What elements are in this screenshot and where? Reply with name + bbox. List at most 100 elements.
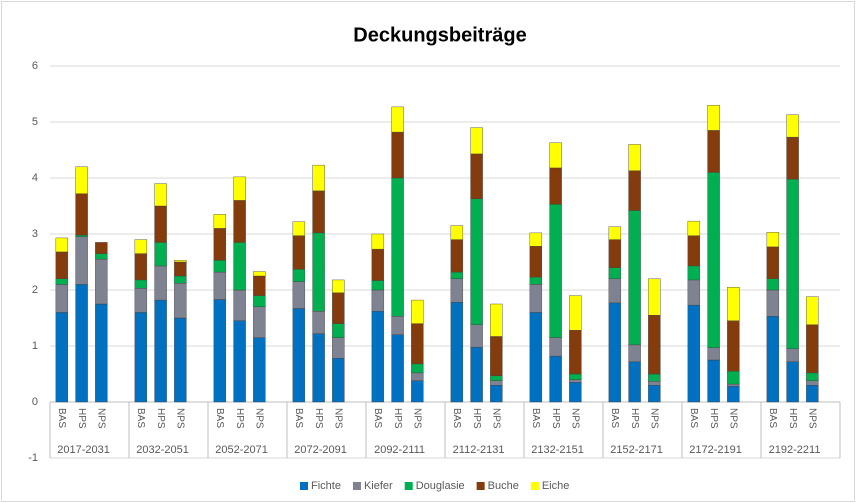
- bar-segment: [470, 153, 483, 199]
- group-label: 2032-2051: [136, 444, 189, 456]
- bar-segment: [75, 236, 88, 285]
- x-tick-label: BAS: [451, 408, 462, 428]
- bar-segment: [687, 235, 701, 267]
- bar-segment: [628, 361, 641, 403]
- bar-segment: [529, 276, 543, 285]
- bar-segment: [55, 278, 69, 285]
- bar-segment: [332, 323, 345, 338]
- x-tick-label: HPS: [155, 408, 166, 429]
- bar-segment: [786, 136, 799, 180]
- bar-segment: [806, 324, 819, 374]
- legend-label: Buche: [488, 480, 519, 492]
- bar-segment: [529, 284, 543, 313]
- bar-segment: [95, 259, 108, 305]
- bar-segment: [411, 363, 424, 374]
- bar-segment: [490, 303, 503, 337]
- bar-segment: [470, 127, 483, 155]
- x-tick-label: HPS: [76, 408, 87, 429]
- bar-segment: [687, 279, 701, 306]
- bar-segment: [312, 190, 325, 234]
- bar-segment: [75, 284, 88, 403]
- bar-segment: [55, 284, 69, 313]
- x-tick-label: HPS: [787, 408, 798, 429]
- bar-segment: [292, 281, 306, 309]
- bar-segment: [786, 114, 799, 138]
- bar-segment: [549, 337, 562, 357]
- bar-segment: [95, 303, 108, 403]
- group-label: 2192-2211: [769, 444, 821, 456]
- bar-segment: [391, 316, 404, 336]
- bar-segment: [154, 183, 167, 207]
- group-label: 2072-2091: [294, 444, 347, 456]
- bar-segment: [312, 232, 325, 312]
- bar-segment: [371, 289, 385, 312]
- x-tick-label: NPS: [175, 408, 186, 429]
- bar-segment: [490, 375, 503, 381]
- bar-segment: [549, 204, 562, 338]
- bar-segment: [727, 386, 740, 403]
- bar-segment: [628, 344, 641, 362]
- bar-segment: [766, 278, 780, 291]
- legend-swatch: [404, 482, 413, 490]
- bar-segment: [687, 220, 701, 236]
- bar-segment: [766, 246, 780, 280]
- bar-segment: [806, 380, 819, 386]
- bar-segment: [332, 279, 345, 294]
- legend-swatch: [352, 482, 361, 490]
- bar-segment: [253, 295, 266, 308]
- y-tick-label: -1: [28, 452, 38, 464]
- bar-segment: [490, 380, 503, 386]
- bar-segment: [450, 239, 464, 273]
- bar-segment: [648, 381, 661, 386]
- bar-segment: [549, 142, 562, 169]
- bar-segment: [766, 289, 780, 317]
- group-label: 2017-2031: [57, 444, 110, 456]
- bar-segment: [450, 302, 464, 403]
- x-tick-label: BAS: [767, 408, 778, 428]
- bar-segment: [292, 221, 306, 236]
- bar-segment: [213, 214, 227, 229]
- group-label: 2132-2151: [531, 444, 584, 456]
- bar-segment: [549, 167, 562, 205]
- x-tick-label: BAS: [609, 408, 620, 428]
- bar-segment: [707, 359, 720, 403]
- bar-segment: [371, 248, 385, 281]
- bar-segment: [411, 299, 424, 324]
- bar-segment: [213, 299, 227, 403]
- legend-swatch: [530, 482, 539, 490]
- bar-segment: [371, 233, 385, 250]
- bar-segment: [411, 380, 424, 403]
- bar-segment: [213, 271, 227, 300]
- bar-segment: [450, 271, 464, 279]
- bar-segment: [549, 355, 562, 403]
- x-tick-label: BAS: [293, 408, 304, 428]
- bar-segment: [253, 337, 266, 403]
- bar-segment: [490, 385, 503, 403]
- x-tick-label: HPS: [629, 408, 640, 429]
- bar-segment: [608, 278, 622, 304]
- y-tick-label: 2: [32, 284, 38, 296]
- bar-segment: [687, 304, 701, 403]
- bar-segment: [174, 275, 187, 284]
- x-tick-label: NPS: [333, 408, 344, 429]
- x-tick-label: NPS: [807, 408, 818, 429]
- x-tick-label: HPS: [234, 408, 245, 429]
- legend-label: Eiche: [542, 480, 570, 492]
- x-tick-label: BAS: [530, 408, 541, 428]
- bar-segment: [727, 320, 740, 372]
- bar-segment: [411, 372, 424, 381]
- bar-segment: [569, 295, 582, 331]
- bar-segment: [253, 306, 266, 338]
- y-tick-label: 1: [32, 340, 38, 352]
- bar-segment: [371, 280, 385, 291]
- bar-segment: [174, 261, 187, 277]
- bar-segment: [154, 242, 167, 267]
- bar-segment: [312, 311, 325, 334]
- bar-segment: [806, 372, 819, 381]
- x-tick-label: NPS: [412, 408, 423, 429]
- legend-swatch: [300, 482, 308, 490]
- bar-segment: [391, 177, 404, 317]
- bar-segment: [174, 317, 187, 403]
- bar-segment: [529, 232, 543, 247]
